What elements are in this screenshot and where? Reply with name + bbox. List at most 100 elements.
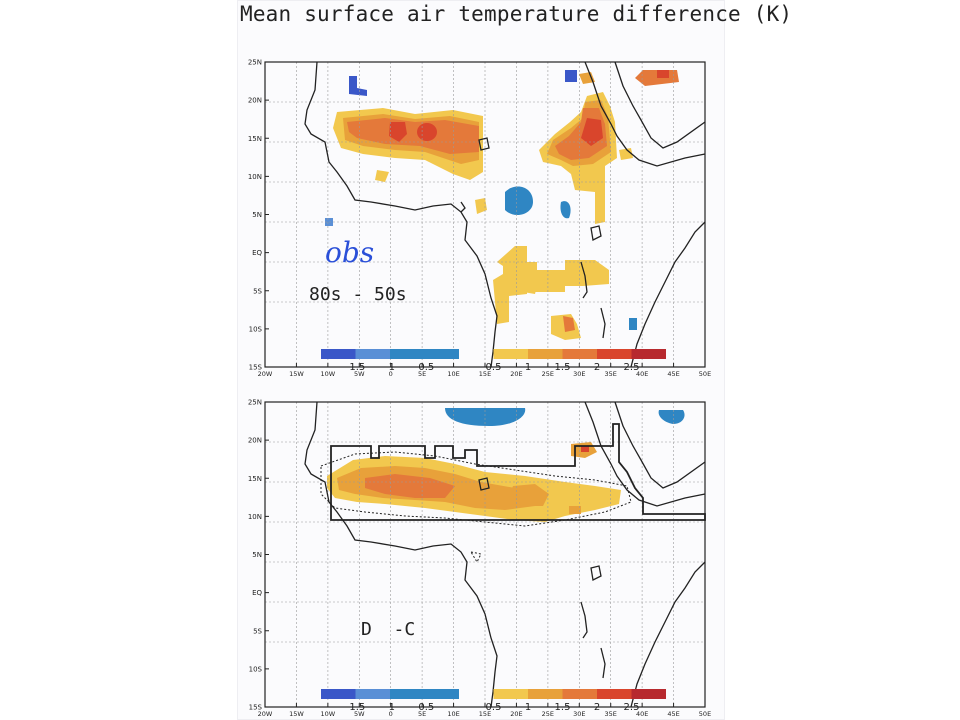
- lake-victoria: [590, 225, 602, 241]
- colorbar: -1.5 -1 -0.5 0.5 1 1.5 2 2.5: [321, 689, 666, 713]
- warm-region-nile-core: [581, 446, 589, 452]
- lat-tick-label: 10S: [249, 325, 263, 333]
- colorbar-swatch: [321, 689, 356, 699]
- lake-chad: [478, 137, 490, 151]
- warm-region-south-patch: [569, 506, 581, 514]
- warm-region-south-4: [375, 170, 389, 182]
- warm-region-sudan-peak: [581, 118, 603, 146]
- colorbar-swatch: [321, 349, 356, 359]
- warm-region-northeast: [579, 72, 595, 84]
- colorbar-tick-label: 1.5: [555, 362, 571, 373]
- lat-tick-label: 10N: [248, 173, 262, 181]
- lon-tick-label: 10W: [321, 370, 336, 378]
- colorbar-tick-label: -1: [385, 702, 395, 713]
- lake-volta: [460, 201, 466, 213]
- lake-malawi: [600, 647, 606, 679]
- lon-tick-label: 15E: [479, 370, 491, 378]
- anomaly-fills: [327, 408, 685, 522]
- lon-tick-label: 15W: [289, 710, 304, 718]
- lon-tick-label: 15E: [479, 710, 491, 718]
- lon-tick-label: 45E: [667, 370, 679, 378]
- lon-tick-label: 5W: [354, 710, 365, 718]
- colorbar-swatch: [424, 349, 459, 359]
- lat-tick-label: 25N: [248, 59, 262, 67]
- colorbar-tick-label: -1.5: [346, 702, 366, 713]
- averaging-domain-outline: [330, 423, 706, 521]
- colorbar-swatch: [562, 689, 597, 699]
- figure-title: Mean surface air temperature difference …: [240, 2, 793, 26]
- panel-simulated: 25N 20N 15N 10N 5N EQ 5S 10S 15S 20W 15W 10W 5W 0 5E 10…: [248, 399, 711, 719]
- significance-contour: [320, 451, 632, 527]
- lat-tick-label: 15N: [248, 135, 262, 143]
- lake-chad: [478, 477, 490, 491]
- lat-tick-label: 10S: [249, 665, 263, 673]
- colorbar-tick-label: 1.5: [555, 702, 571, 713]
- warm-region-east-patch: [509, 484, 549, 506]
- warm-region-sahel-west-peak: [389, 122, 407, 142]
- lon-tick-label: 40E: [636, 370, 648, 378]
- lon-tick-label: 50E: [699, 710, 711, 718]
- lon-tick-label: 5W: [354, 370, 365, 378]
- lake-tanganyika: [580, 261, 588, 299]
- lon-tick-label: 25E: [542, 370, 554, 378]
- lon-tick-label: 20E: [510, 370, 522, 378]
- coast-red-sea-east: [614, 401, 706, 489]
- colorbar-swatch: [631, 349, 666, 359]
- lon-tick-label: 0: [389, 370, 393, 378]
- lon-tick-label: 50E: [699, 370, 711, 378]
- colorbar-swatch: [597, 689, 632, 699]
- lon-tick-label: 35E: [605, 710, 617, 718]
- lat-tick-label: 20N: [248, 437, 262, 445]
- colorbar-tick-label: 2: [594, 702, 600, 713]
- warm-region-arabia-peak: [657, 70, 669, 78]
- lat-tick-label: 5N: [252, 211, 262, 219]
- colorbar: -1.5 -1 -0.5 0.5 1 1.5 2 2.5: [321, 349, 666, 373]
- colorbar-tick-label: -0.5: [415, 702, 435, 713]
- colorbar-swatch: [528, 349, 563, 359]
- lat-tick-label: 5S: [253, 627, 262, 635]
- coast-red-sea-west: [584, 61, 706, 167]
- warm-region-south-6: [523, 284, 537, 294]
- warm-region-south-2-core: [563, 316, 575, 332]
- colorbar-swatch: [390, 349, 425, 359]
- coastlines: [304, 401, 706, 708]
- panel-label: D -C: [361, 619, 415, 640]
- significance-contour-small: [469, 551, 482, 564]
- coast-west-africa: [304, 401, 498, 708]
- colorbar-tick-label: 2.5: [624, 702, 640, 713]
- warm-region-sahel-core: [365, 474, 455, 498]
- colorbar-swatch: [355, 689, 390, 699]
- colorbar-tick-label: 1: [525, 362, 531, 373]
- lat-tick-label: 15N: [248, 475, 262, 483]
- lat-tick-label: EQ: [252, 589, 262, 597]
- cold-region-northeast: [658, 410, 685, 424]
- lon-tick-label: 40E: [636, 710, 648, 718]
- lake-victoria: [590, 565, 602, 581]
- warm-region-south-1: [493, 246, 609, 324]
- colorbar-swatch: [597, 349, 632, 359]
- panel-observed: 25N 20N 15N 10N 5N EQ 5S 10S 15S 20W 15W 10W 5W 0 5E 10…: [248, 59, 711, 379]
- coast-red-sea-west: [584, 401, 706, 507]
- lon-tick-label: 20E: [510, 710, 522, 718]
- colorbar-tick-label: 2.5: [624, 362, 640, 373]
- colorbar-swatch: [631, 689, 666, 699]
- lon-tick-label: 5E: [418, 370, 426, 378]
- warm-region-south-3: [475, 198, 487, 214]
- coast-east-africa: [630, 561, 706, 708]
- warm-region-south-5: [619, 148, 633, 160]
- colorbar-swatch: [562, 349, 597, 359]
- colorbar-swatch: [528, 689, 563, 699]
- colorbar-tick-label: 1: [525, 702, 531, 713]
- colorbar-tick-label: -1: [385, 362, 395, 373]
- colorbar-swatch: [424, 689, 459, 699]
- colorbar-swatch: [493, 349, 528, 359]
- lon-tick-label: 30E: [573, 370, 585, 378]
- colorbar-swatch: [355, 349, 390, 359]
- cold-region-north-mid: [565, 70, 577, 82]
- lon-tick-label: 15W: [289, 370, 304, 378]
- cold-region-guinea: [505, 186, 533, 216]
